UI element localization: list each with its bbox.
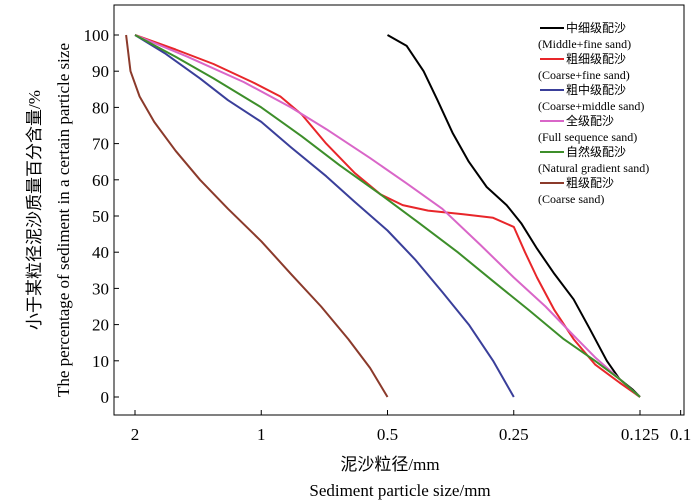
y-axis-label-cn: 小于某粒径泥沙质量百分含量/%: [25, 90, 44, 330]
y-tick-label: 70: [92, 135, 109, 154]
y-tick-label: 90: [92, 62, 109, 81]
legend-label-cn: 全级配沙: [566, 113, 614, 128]
y-tick-label: 50: [92, 207, 109, 226]
y-tick-label: 60: [92, 171, 109, 190]
legend-label-cn: 粗中级配沙: [566, 82, 626, 97]
legend-label-cn: 粗级配沙: [566, 176, 614, 190]
x-axis-label-en: Sediment particle size/mm: [309, 481, 490, 500]
y-tick-label: 80: [92, 98, 109, 117]
y-tick-label: 20: [92, 316, 109, 335]
legend-label-cn: 中细级配沙: [566, 20, 626, 35]
series-line-1: [387, 34, 641, 398]
legend-label-en: (Coarse+fine sand): [538, 68, 630, 82]
y-tick-label: 40: [92, 243, 109, 262]
series-line-4: [134, 34, 641, 398]
x-axis-label-cn: 泥沙粒径/mm: [340, 455, 439, 474]
series-line-3: [134, 34, 515, 398]
plot-frame: [113, 4, 685, 416]
legend-label-en: (Full sequence sand): [538, 130, 637, 144]
x-tick-label: 2: [131, 425, 140, 444]
y-tick-label: 10: [92, 352, 109, 371]
legend: 中细级配沙 (Middle+fine sand)粗细级配沙 (Coarse+fine…: [538, 20, 649, 206]
series-lines: [125, 34, 641, 398]
x-tick-label: 0.125: [621, 425, 659, 444]
x-tick-label: 0.25: [499, 425, 529, 444]
y-tick-label: 100: [84, 26, 110, 45]
legend-label-en: (Coarse sand): [538, 192, 604, 206]
legend-label-cn: 粗细级配沙: [566, 52, 626, 66]
y-tick-label: 30: [92, 279, 109, 298]
y-tick-label: 0: [101, 388, 110, 407]
x-tick-label: 0.5: [377, 425, 398, 444]
legend-label-en: (Natural gradient sand): [538, 161, 649, 175]
series-line-2: [134, 34, 641, 398]
legend-label-en: (Middle+fine sand): [538, 37, 631, 51]
y-axis-label-en: The percentage of sediment in a certain …: [54, 43, 73, 397]
legend-label-en: (Coarse+middle sand): [538, 99, 644, 113]
x-tick-label: 1: [257, 425, 266, 444]
x-tick-label: 0.1: [670, 425, 691, 444]
axis-ticks: 0 10 20 30 40 50 60 70 80 90 100 2 1 0.5 0.25 0.125 0.1: [84, 26, 692, 444]
series-line-6: [125, 34, 389, 398]
legend-label-cn: 自然级配沙: [566, 144, 626, 159]
series-line-5: [134, 34, 641, 398]
